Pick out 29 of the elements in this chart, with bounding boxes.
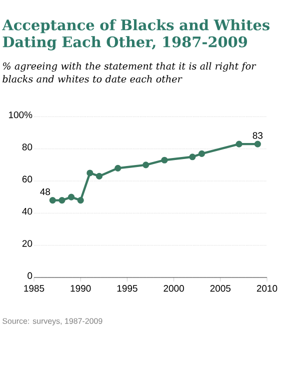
y-tick-label: 60 — [22, 176, 32, 182]
chart-title: Acceptance of Blacks and Whites Dating Each Other, 1987-2009 — [2, 19, 270, 50]
point — [189, 154, 196, 160]
chart-subtitle: % agreeing with the statement that it is all right for blacks and whites to date each other — [2, 62, 256, 83]
point — [254, 140, 261, 148]
data-label: 83 — [252, 132, 263, 139]
point — [77, 197, 84, 204]
point — [68, 194, 75, 200]
point — [114, 164, 122, 172]
point — [86, 170, 94, 176]
point — [49, 197, 56, 204]
x-tick-label: 1995 — [117, 285, 138, 292]
y-tick-label: 100% — [8, 111, 32, 118]
point — [142, 162, 150, 168]
x-tick-label: 2010 — [256, 285, 278, 292]
point — [96, 172, 103, 180]
point — [161, 156, 168, 164]
y-tick-label: 20 — [22, 240, 32, 247]
x-tick-label: 2000 — [164, 285, 184, 292]
point — [236, 140, 242, 148]
x-tick-label: 1990 — [70, 285, 91, 292]
x-tick-label: 1985 — [24, 285, 44, 292]
y-tick-label: 0 — [28, 272, 32, 279]
y-tick-label: 40 — [22, 208, 32, 215]
point — [198, 150, 206, 157]
y-tick-label: 80 — [22, 144, 32, 150]
point — [58, 197, 66, 204]
data-label: 48 — [40, 188, 50, 196]
x-tick-label: 2005 — [210, 285, 231, 292]
